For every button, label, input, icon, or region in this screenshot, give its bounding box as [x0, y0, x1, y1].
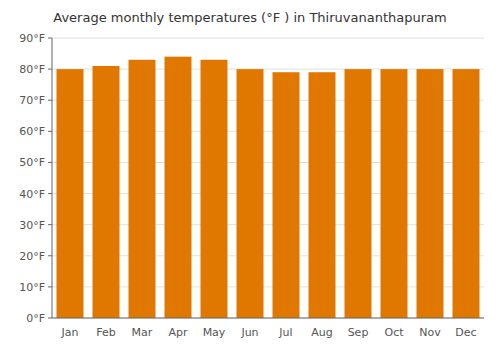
x-tick-label: Oct [384, 326, 404, 339]
x-tick-label: Nov [419, 326, 441, 339]
bar [129, 60, 156, 318]
y-tick-label: 0°F [26, 312, 45, 325]
x-tick-label: Aug [311, 326, 332, 339]
title: Average monthly temperatures (°F ) in Th… [53, 10, 446, 25]
y-tick [48, 193, 52, 194]
y-tick-label: 20°F [19, 250, 45, 263]
y-tick-label: 10°F [19, 281, 45, 294]
bar [93, 66, 120, 318]
grid [52, 38, 484, 318]
x-tick-label: Jan [61, 326, 79, 339]
y-axis: 0°F 10°F 20°F 30°F 40°F 50°F 60°F 70°F 80°F 90°F [19, 32, 52, 325]
y-tick-label: 60°F [19, 125, 45, 138]
y-tick [48, 318, 52, 319]
x-axis-line [52, 318, 484, 319]
bar [381, 69, 408, 318]
y-tick [48, 162, 52, 163]
y-tick [48, 224, 52, 225]
grid-line [52, 38, 484, 39]
grid-line [52, 318, 484, 319]
y-tick-label: 90°F [19, 32, 45, 45]
bar [237, 69, 264, 318]
y-tick-label: 40°F [19, 188, 45, 201]
bar [453, 69, 480, 318]
x-tick-label: Jun [240, 326, 258, 339]
x-tick-label: Mar [132, 326, 153, 339]
x-tick-label: Dec [455, 326, 476, 339]
y-tick-label: 70°F [19, 94, 45, 107]
bar [201, 60, 228, 318]
y-tick-label: 80°F [19, 63, 45, 76]
bar [57, 69, 84, 318]
y-axis-line [52, 38, 53, 318]
y-tick [48, 38, 52, 39]
x-tick-label: Apr [168, 326, 188, 339]
x-tick-label: Jul [278, 326, 292, 339]
y-tick [48, 255, 52, 256]
bar [165, 57, 192, 318]
chart: Average monthly temperatures (°F ) in Th… [0, 0, 500, 350]
y-tick [48, 69, 52, 70]
y-tick [48, 286, 52, 287]
bar [417, 69, 444, 318]
x-tick-label: May [203, 326, 226, 339]
x-axis: Jan Feb Mar Apr May Jun Jul Aug Sep Oct Nov Dec [61, 326, 477, 339]
y-tick-label: 30°F [19, 219, 45, 232]
y-tick [48, 100, 52, 101]
bar [273, 72, 300, 318]
y-tick-label: 50°F [19, 156, 45, 169]
y-tick [48, 131, 52, 132]
x-tick-label: Sep [348, 326, 369, 339]
bar [345, 69, 372, 318]
x-tick-label: Feb [96, 326, 115, 339]
bar [309, 72, 336, 318]
